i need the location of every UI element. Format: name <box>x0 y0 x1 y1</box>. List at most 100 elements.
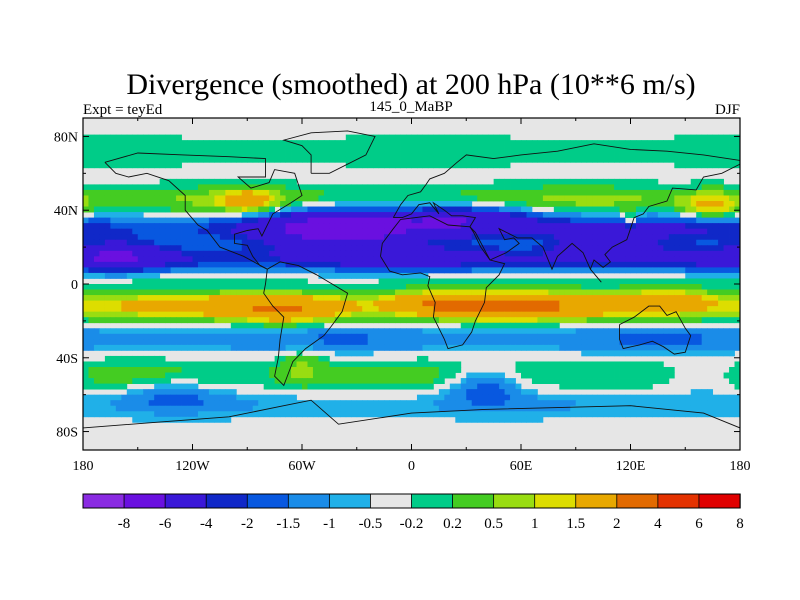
field-cell <box>400 162 407 169</box>
field-cell <box>247 300 254 307</box>
field-cell <box>712 195 719 202</box>
field-cell <box>373 162 380 169</box>
field-cell <box>378 339 385 346</box>
field-cell <box>433 300 440 307</box>
field-cell <box>608 189 615 196</box>
field-cell <box>625 339 631 346</box>
field-cell <box>340 256 347 263</box>
field-cell <box>88 250 95 257</box>
field-cell <box>323 189 330 196</box>
field-cell <box>367 295 374 301</box>
field-cell <box>718 317 724 324</box>
field-cell <box>416 339 423 346</box>
field-cell <box>488 405 495 412</box>
field-cell <box>110 189 117 196</box>
field-cell <box>657 372 664 379</box>
field-cell <box>646 289 653 296</box>
field-cell <box>83 333 89 340</box>
field-cell <box>252 206 259 213</box>
field-cell <box>159 184 166 191</box>
field-cell <box>230 378 237 384</box>
field-cell <box>356 361 363 368</box>
field-cell <box>663 217 670 224</box>
field-cell <box>340 212 347 218</box>
field-cell <box>493 228 500 235</box>
field-cell <box>630 372 637 379</box>
field-cell <box>438 140 445 147</box>
field-cell <box>252 405 259 412</box>
field-cell <box>663 317 670 324</box>
field-cell <box>575 267 582 274</box>
field-cell <box>384 206 390 213</box>
field-cell <box>104 295 111 301</box>
field-cell <box>329 245 336 252</box>
field-cell <box>88 162 95 169</box>
field-cell <box>712 350 719 357</box>
field-cell <box>285 361 292 368</box>
field-cell <box>586 145 593 152</box>
field-cell <box>99 378 106 384</box>
field-cell <box>641 156 648 163</box>
field-cell <box>493 339 500 346</box>
field-cell <box>318 272 325 279</box>
field-cell <box>236 411 243 418</box>
field-cell <box>318 206 325 213</box>
field-cell <box>192 372 199 379</box>
field-cell <box>225 300 232 307</box>
field-cell <box>318 212 325 218</box>
field-cell <box>707 234 714 241</box>
field-cell <box>482 278 489 285</box>
field-cell <box>526 234 533 241</box>
field-cell <box>625 350 631 357</box>
field-cell <box>104 328 111 335</box>
field-cell <box>619 317 626 324</box>
field-cell <box>99 134 106 141</box>
field-cell <box>197 256 204 263</box>
field-cell <box>493 372 500 379</box>
field-cell <box>258 206 265 213</box>
field-cell <box>176 411 182 418</box>
field-cell <box>482 228 489 235</box>
field-cell <box>280 400 286 407</box>
field-cell <box>99 217 106 224</box>
field-cell <box>269 267 276 274</box>
field-cell <box>592 151 599 158</box>
field-cell <box>427 134 434 141</box>
field-cell <box>406 267 412 274</box>
field-cell <box>269 339 276 346</box>
field-cell <box>416 250 423 257</box>
field-cell <box>219 267 226 274</box>
field-cell <box>575 256 582 263</box>
field-cell <box>115 383 122 390</box>
field-cell <box>88 201 95 207</box>
field-cell <box>531 389 538 396</box>
field-cell <box>646 195 653 202</box>
field-cell <box>104 245 111 252</box>
field-cell <box>526 195 533 202</box>
field-cell <box>362 261 369 268</box>
field-cell <box>159 234 166 241</box>
field-cell <box>400 223 407 230</box>
field-cell <box>548 151 555 158</box>
field-cell <box>657 278 664 285</box>
field-cell <box>510 389 516 396</box>
field-cell <box>614 394 620 401</box>
field-cell <box>416 394 423 401</box>
field-cell <box>181 217 188 224</box>
field-cell <box>586 378 593 384</box>
field-cell <box>154 383 161 390</box>
field-cell <box>427 250 434 257</box>
field-cell <box>406 317 412 324</box>
field-cell <box>258 333 265 340</box>
field-cell <box>422 328 429 335</box>
field-cell <box>225 151 232 158</box>
field-cell <box>351 239 358 246</box>
field-cell <box>482 328 489 335</box>
field-cell <box>564 261 571 268</box>
field-cell <box>696 389 703 396</box>
field-cell <box>88 405 95 412</box>
field-cell <box>176 361 182 368</box>
field-cell <box>603 151 609 158</box>
field-cell <box>132 184 139 191</box>
field-cell <box>302 256 308 263</box>
